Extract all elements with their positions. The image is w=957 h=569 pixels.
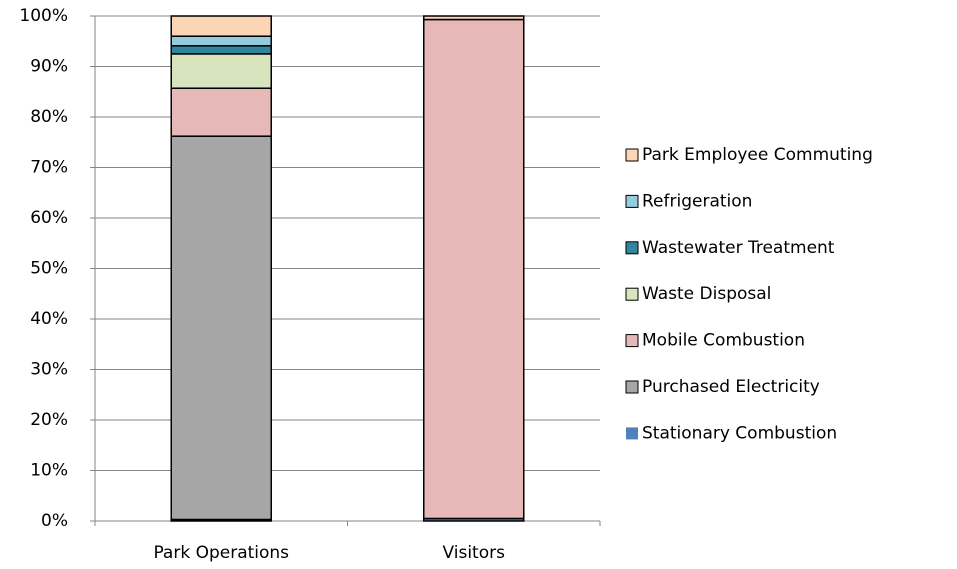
legend-swatch bbox=[625, 334, 639, 348]
legend-label: Park Employee Commuting bbox=[642, 145, 873, 165]
legend-label: Refrigeration bbox=[642, 191, 752, 211]
bar-segment bbox=[423, 18, 525, 520]
bar-segment bbox=[170, 53, 272, 89]
bar-segment bbox=[170, 135, 272, 521]
legend-label: Purchased Electricity bbox=[642, 377, 820, 397]
bar-segment bbox=[170, 15, 272, 37]
legend-swatch bbox=[625, 194, 639, 208]
legend-swatch bbox=[625, 380, 639, 394]
legend-swatch bbox=[625, 241, 639, 255]
bar-segment bbox=[170, 45, 272, 55]
y-tick-label: 20% bbox=[30, 410, 68, 430]
legend-label: Mobile Combustion bbox=[642, 331, 805, 351]
legend-label: Waste Disposal bbox=[642, 284, 771, 304]
y-tick-label: 0% bbox=[41, 511, 68, 531]
y-tick-label: 10% bbox=[30, 461, 68, 481]
legend-swatch bbox=[625, 287, 639, 301]
bar-segment bbox=[170, 87, 272, 137]
y-tick-label: 70% bbox=[30, 158, 68, 178]
y-tick-label: 90% bbox=[30, 57, 68, 77]
y-tick-label: 40% bbox=[30, 309, 68, 329]
x-tick-label: Park Operations bbox=[153, 543, 289, 563]
bar-segment bbox=[170, 35, 272, 47]
y-tick-label: 100% bbox=[19, 6, 68, 26]
y-tick-label: 30% bbox=[30, 360, 68, 380]
bar-segment bbox=[423, 15, 525, 21]
y-tick-label: 80% bbox=[30, 107, 68, 127]
legend-label: Stationary Combustion bbox=[642, 423, 837, 443]
legend-swatch bbox=[626, 427, 638, 440]
y-tick-label: 50% bbox=[30, 259, 68, 279]
x-tick-label: Visitors bbox=[443, 543, 506, 563]
legend-swatch bbox=[625, 148, 639, 162]
y-tick-label: 60% bbox=[30, 208, 68, 228]
legend-label: Wastewater Treatment bbox=[642, 238, 835, 258]
